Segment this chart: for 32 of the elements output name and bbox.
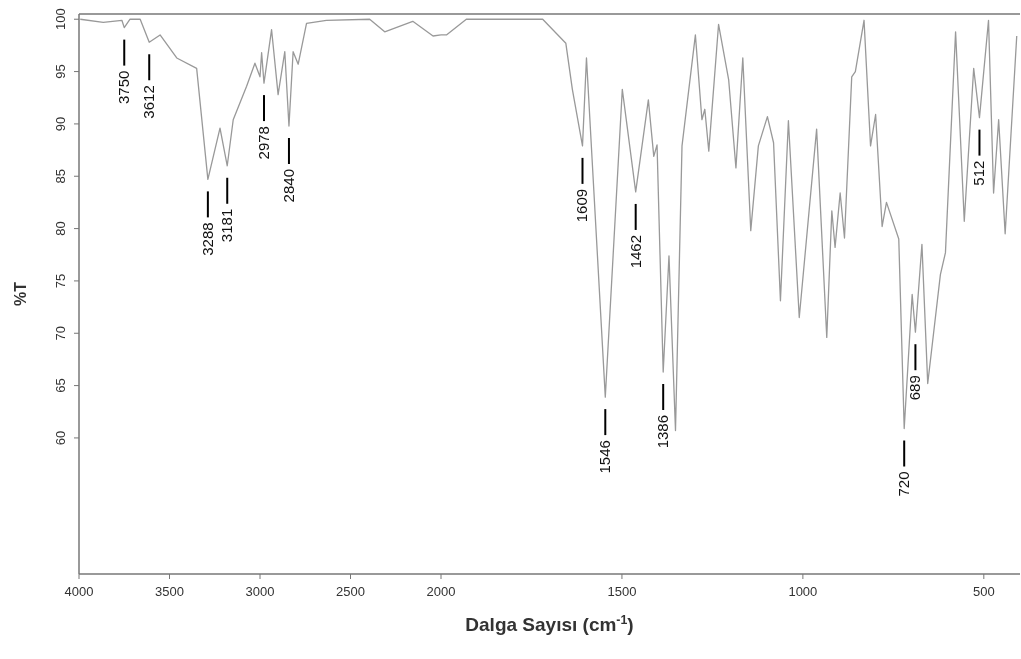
y-tick-label: 60 <box>53 430 68 446</box>
annotation: 1386 <box>654 414 672 449</box>
x-tick-label: 2500 <box>336 584 365 599</box>
annotation: 3612 <box>140 85 158 119</box>
y-tick-label: 85 <box>53 169 68 184</box>
x-tick-label: 2000 <box>426 584 456 599</box>
x-tick-label: 3500 <box>155 584 184 599</box>
y-tick-label: 65 <box>53 378 68 393</box>
x-axis-title: Dalga Sayısı (cm$^{-1}$) <box>465 613 634 635</box>
x-tick-label: 1000 <box>788 584 818 599</box>
y-tick-label: 90 <box>53 116 68 132</box>
annotation: 689 <box>906 375 924 401</box>
annotation: 1609 <box>573 188 591 223</box>
y-tick-label: 80 <box>53 221 68 236</box>
annotation: 720 <box>895 471 913 497</box>
annotation: 3181 <box>218 208 236 243</box>
y-tick-label: 100 <box>53 8 68 31</box>
annotation: 1546 <box>596 440 614 474</box>
x-tick-label: 1500 <box>607 584 637 599</box>
annotation: 2840 <box>279 169 297 203</box>
annotation: 2978 <box>254 126 272 160</box>
annotation: 512 <box>970 160 988 186</box>
x-tick-label: 4000 <box>64 584 94 599</box>
y-tick-label: 75 <box>53 273 68 289</box>
y-axis-title: %T <box>12 281 29 306</box>
annotation: 3288 <box>198 222 216 256</box>
x-tick-label: 500 <box>972 584 995 599</box>
y-tick-label: 95 <box>53 64 68 79</box>
annotation: 3750 <box>115 70 133 104</box>
y-tick-label: 70 <box>53 326 68 341</box>
annotation: 1462 <box>626 234 644 269</box>
x-tick-label: 3000 <box>245 584 275 599</box>
